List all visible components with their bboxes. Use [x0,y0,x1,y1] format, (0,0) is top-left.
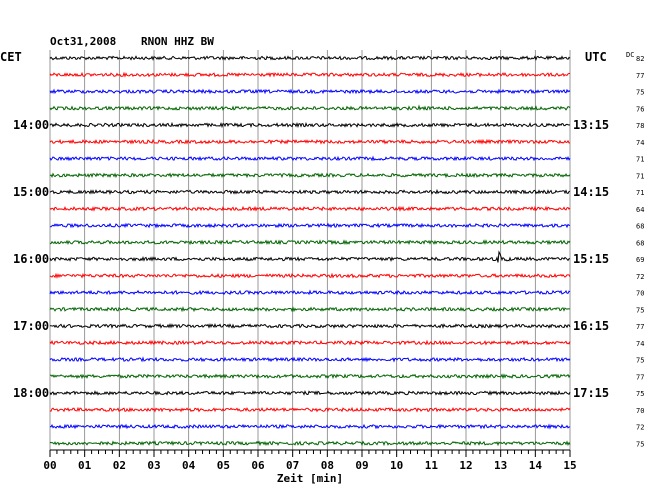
left-time-label: 15:00 [13,185,49,199]
dc-value: 77 [636,373,644,381]
dc-value: 71 [636,156,644,164]
dc-value: 75 [636,390,644,398]
right-time-label: 16:15 [573,319,609,333]
time-labels: 14:00 15:00 16:00 17:00 18:00 13:15 14:15 15:15… [13,55,644,448]
x-tick-label: 01 [78,459,92,472]
seismogram-trace [49,440,571,447]
seismogram-trace [49,323,571,329]
seismogram-trace [49,55,571,61]
dc-value: 70 [636,290,644,298]
seismogram-trace [49,373,571,380]
seismogram-trace [49,406,571,413]
dc-value: 68 [636,223,644,231]
dc-header-label: DC [626,51,634,59]
dc-value: 82 [636,55,644,63]
dc-value: 75 [636,306,644,314]
dc-value: 72 [636,273,644,281]
x-tick-label: 07 [286,459,299,472]
dc-value: 72 [636,424,644,432]
seismogram-trace [50,222,571,229]
seismogram-trace [49,390,571,396]
dc-value: 75 [636,357,644,365]
seismogram-trace [49,272,571,279]
x-tick-label: 02 [113,459,126,472]
seismogram-trace [49,239,571,246]
left-timezone-label: CET [0,50,22,64]
seismogram-trace [49,205,571,212]
dc-value: 68 [636,239,644,247]
x-tick-label: 00 [43,459,56,472]
chart-date: Oct31,2008 [50,35,116,48]
dc-value: 74 [636,340,644,348]
x-tick-label: 14 [529,459,543,472]
chart-station: RNON HHZ BW [141,35,214,48]
seismogram-trace [49,155,571,162]
x-tick-label: 11 [425,459,439,472]
seismogram-trace [49,172,571,179]
x-tick-label: 12 [459,459,472,472]
dc-value: 71 [636,172,644,180]
right-time-label: 15:15 [573,252,609,266]
seismogram-trace [49,88,571,95]
dc-value: 75 [636,440,644,448]
x-tick-label: 10 [390,459,403,472]
seismogram-trace [49,71,571,78]
right-timezone-label: UTC [585,50,607,64]
x-tick-label: 09 [355,459,368,472]
left-time-label: 14:00 [13,118,49,132]
dc-value: 77 [636,72,644,80]
dc-value: 64 [636,206,644,214]
seismogram-trace [49,423,571,430]
seismogram-trace [49,250,570,263]
seismogram-trace [49,104,571,112]
dc-value: 69 [636,256,644,264]
dc-value: 71 [636,189,644,197]
x-tick-label: 03 [147,459,160,472]
x-tick-label: 04 [182,459,196,472]
seismogram-trace [49,289,571,296]
x-axis-label: Zeit [min] [277,472,343,485]
seismogram-trace [49,339,571,346]
left-time-label: 16:00 [13,252,49,266]
dc-value: 76 [636,105,644,113]
dc-value: 74 [636,139,644,147]
x-tick-label: 05 [217,459,230,472]
seismogram-trace [49,356,571,363]
left-time-label: 17:00 [13,319,49,333]
x-tick-label: 08 [321,459,334,472]
seismogram-traces [49,55,571,447]
seismogram-trace [49,188,571,195]
dc-value: 75 [636,89,644,97]
seismogram-trace [49,138,571,145]
x-tick-label: 06 [251,459,265,472]
seismogram-trace [49,306,571,313]
dc-value: 78 [636,122,644,130]
seismogram-trace [49,121,571,129]
dc-value: 77 [636,323,644,331]
x-tick-label: 15 [563,459,576,472]
left-time-label: 18:00 [13,386,49,400]
right-time-label: 14:15 [573,185,609,199]
right-time-label: 13:15 [573,118,609,132]
x-axis: 00 01 02 03 04 05 06 07 08 09 10 11 12 13 14 15 [43,449,577,472]
right-time-label: 17:15 [573,386,609,400]
dc-value: 70 [636,407,644,415]
x-tick-label: 13 [494,459,507,472]
vertical-grid-lines [49,50,571,450]
